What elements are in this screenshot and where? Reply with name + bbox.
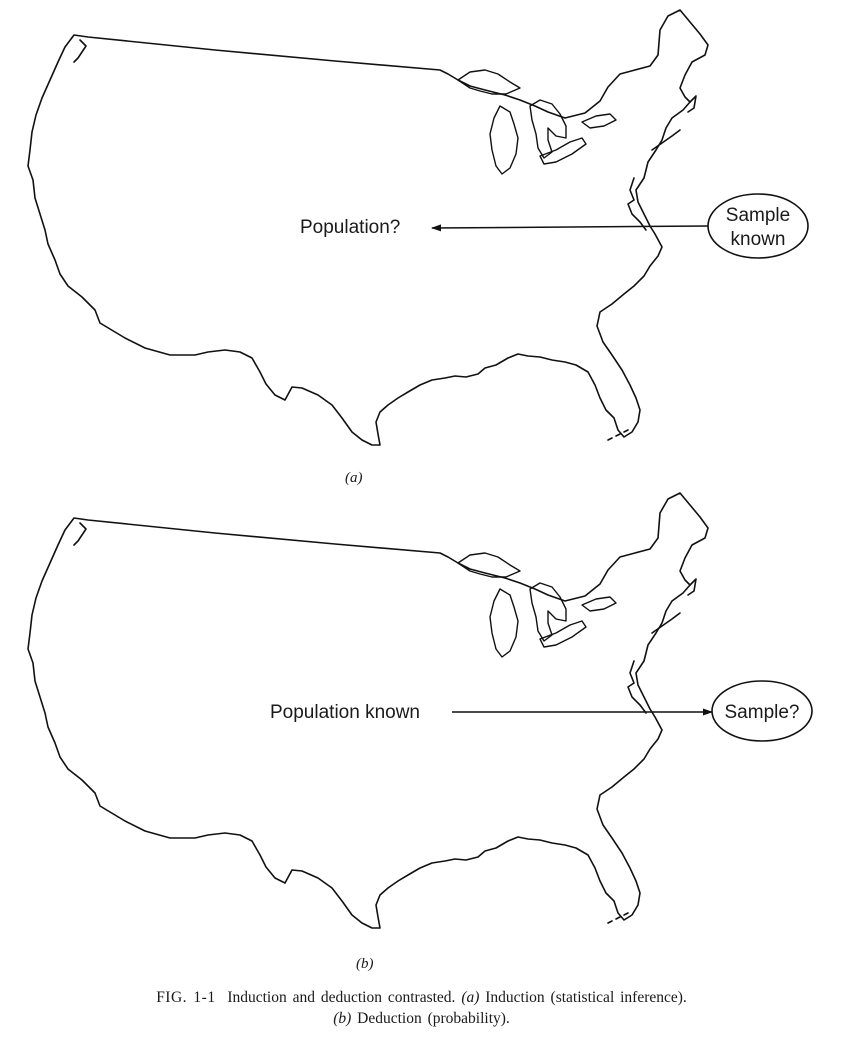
caption-b-mark: (b): [333, 1010, 352, 1027]
sample-label-a-line2: known: [731, 229, 786, 250]
panel-b-sublabel: (b): [356, 956, 374, 972]
population-label-a: Population?: [300, 217, 400, 238]
sample-label-a-line1: Sample: [726, 205, 790, 226]
caption-text-1: Induction and deduction contrasted.: [227, 989, 456, 1006]
sample-ellipse-a: [707, 193, 809, 259]
caption-text-2: Induction (statistical inference).: [485, 989, 687, 1006]
panel-a: Sample known Population? (a): [27, 9, 809, 486]
caption-text-3: Deduction (probability).: [357, 1010, 510, 1027]
population-label-b: Population known: [270, 702, 420, 723]
panel-b: Sample? Population known (b): [27, 492, 813, 972]
panel-a-sublabel: (a): [345, 470, 363, 486]
arrow-a: [431, 224, 711, 232]
sample-ellipse-b: [711, 680, 813, 742]
sample-label-b: Sample?: [725, 702, 800, 723]
figure-caption: FIG. 1-1 Induction and deduction contras…: [30, 987, 813, 1029]
caption-figure-number: FIG. 1-1: [156, 989, 216, 1006]
caption-a-mark: (a): [461, 989, 480, 1006]
